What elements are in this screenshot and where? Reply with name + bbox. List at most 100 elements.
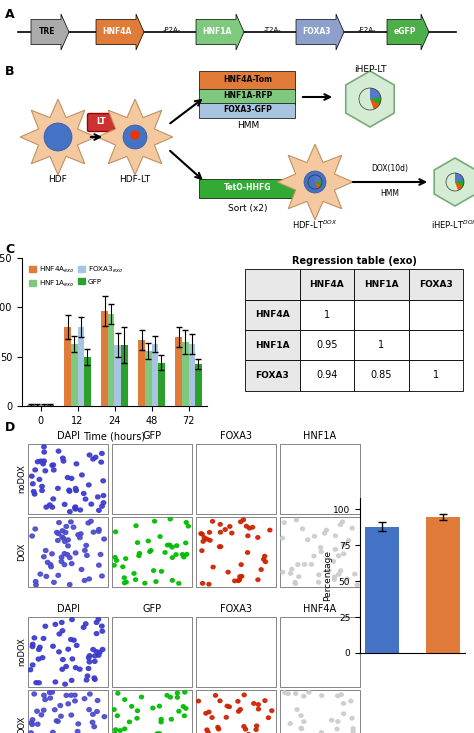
Text: iHEP-LT$^{DOX}$: iHEP-LT$^{DOX}$	[431, 218, 474, 231]
Circle shape	[56, 573, 61, 578]
Circle shape	[99, 460, 103, 464]
Circle shape	[66, 702, 71, 706]
Circle shape	[115, 714, 119, 718]
Wedge shape	[315, 177, 322, 185]
Circle shape	[34, 580, 38, 583]
Circle shape	[59, 556, 64, 559]
Circle shape	[302, 563, 307, 566]
Circle shape	[55, 719, 59, 723]
Circle shape	[152, 569, 155, 572]
FancyBboxPatch shape	[200, 103, 295, 117]
Circle shape	[139, 695, 144, 699]
Polygon shape	[31, 14, 69, 50]
Circle shape	[183, 690, 187, 694]
Circle shape	[216, 726, 220, 729]
Circle shape	[97, 563, 101, 567]
Circle shape	[208, 539, 212, 542]
Circle shape	[55, 539, 60, 542]
Circle shape	[53, 622, 58, 626]
Wedge shape	[455, 173, 464, 182]
Circle shape	[196, 699, 201, 703]
Circle shape	[64, 531, 68, 534]
Text: DOX(10d): DOX(10d)	[372, 164, 409, 174]
Circle shape	[218, 523, 222, 526]
Circle shape	[302, 694, 306, 698]
Circle shape	[355, 583, 359, 586]
Circle shape	[283, 691, 287, 694]
Text: HNF1A: HNF1A	[303, 431, 337, 441]
Circle shape	[92, 725, 96, 729]
Circle shape	[60, 535, 64, 539]
Circle shape	[175, 691, 179, 695]
Circle shape	[238, 575, 242, 578]
Text: -E2A-: -E2A-	[358, 27, 376, 33]
Circle shape	[36, 722, 40, 726]
Circle shape	[121, 565, 125, 569]
Circle shape	[37, 681, 41, 685]
Circle shape	[175, 544, 179, 548]
Circle shape	[73, 505, 78, 509]
Circle shape	[185, 553, 189, 556]
Circle shape	[146, 539, 150, 542]
Bar	[138, 340, 145, 406]
Circle shape	[50, 463, 55, 468]
Circle shape	[67, 583, 72, 586]
Circle shape	[157, 704, 161, 708]
Circle shape	[40, 489, 44, 493]
Circle shape	[351, 730, 355, 733]
Circle shape	[73, 487, 78, 490]
Circle shape	[44, 123, 72, 151]
Bar	[84, 357, 91, 406]
Circle shape	[210, 716, 214, 719]
Circle shape	[346, 539, 350, 542]
Circle shape	[51, 730, 55, 733]
Circle shape	[205, 537, 209, 541]
Circle shape	[43, 469, 47, 473]
Text: HNF4A: HNF4A	[303, 604, 337, 614]
Text: noDOX: noDOX	[17, 638, 26, 666]
Circle shape	[95, 699, 100, 702]
Circle shape	[33, 468, 37, 472]
Text: GFP: GFP	[143, 431, 162, 441]
Circle shape	[42, 693, 46, 697]
Circle shape	[89, 502, 93, 506]
Circle shape	[237, 710, 241, 713]
Circle shape	[246, 534, 250, 537]
Circle shape	[350, 716, 354, 720]
Circle shape	[90, 721, 95, 724]
Circle shape	[237, 578, 241, 581]
Circle shape	[293, 581, 297, 584]
Circle shape	[112, 708, 116, 711]
Circle shape	[324, 528, 328, 532]
Circle shape	[78, 536, 82, 539]
Circle shape	[65, 553, 70, 556]
Bar	[426, 517, 460, 653]
Circle shape	[184, 541, 188, 545]
Circle shape	[137, 551, 141, 555]
Circle shape	[42, 459, 46, 463]
Circle shape	[282, 521, 286, 524]
Circle shape	[349, 699, 353, 703]
Circle shape	[69, 693, 73, 697]
Circle shape	[30, 723, 35, 726]
Circle shape	[310, 563, 313, 566]
Circle shape	[184, 707, 188, 710]
Circle shape	[181, 553, 184, 556]
Circle shape	[241, 518, 246, 522]
Circle shape	[61, 537, 65, 540]
Circle shape	[345, 577, 349, 581]
Circle shape	[63, 539, 67, 543]
Circle shape	[342, 712, 346, 715]
Circle shape	[254, 728, 258, 732]
Bar	[175, 337, 182, 406]
Circle shape	[92, 654, 97, 658]
Circle shape	[62, 563, 67, 567]
Circle shape	[40, 485, 44, 488]
Bar	[40, 405, 47, 406]
Circle shape	[268, 528, 272, 532]
Circle shape	[317, 581, 320, 584]
Circle shape	[47, 503, 52, 507]
Circle shape	[223, 528, 227, 531]
Circle shape	[83, 622, 88, 626]
Circle shape	[43, 698, 47, 701]
